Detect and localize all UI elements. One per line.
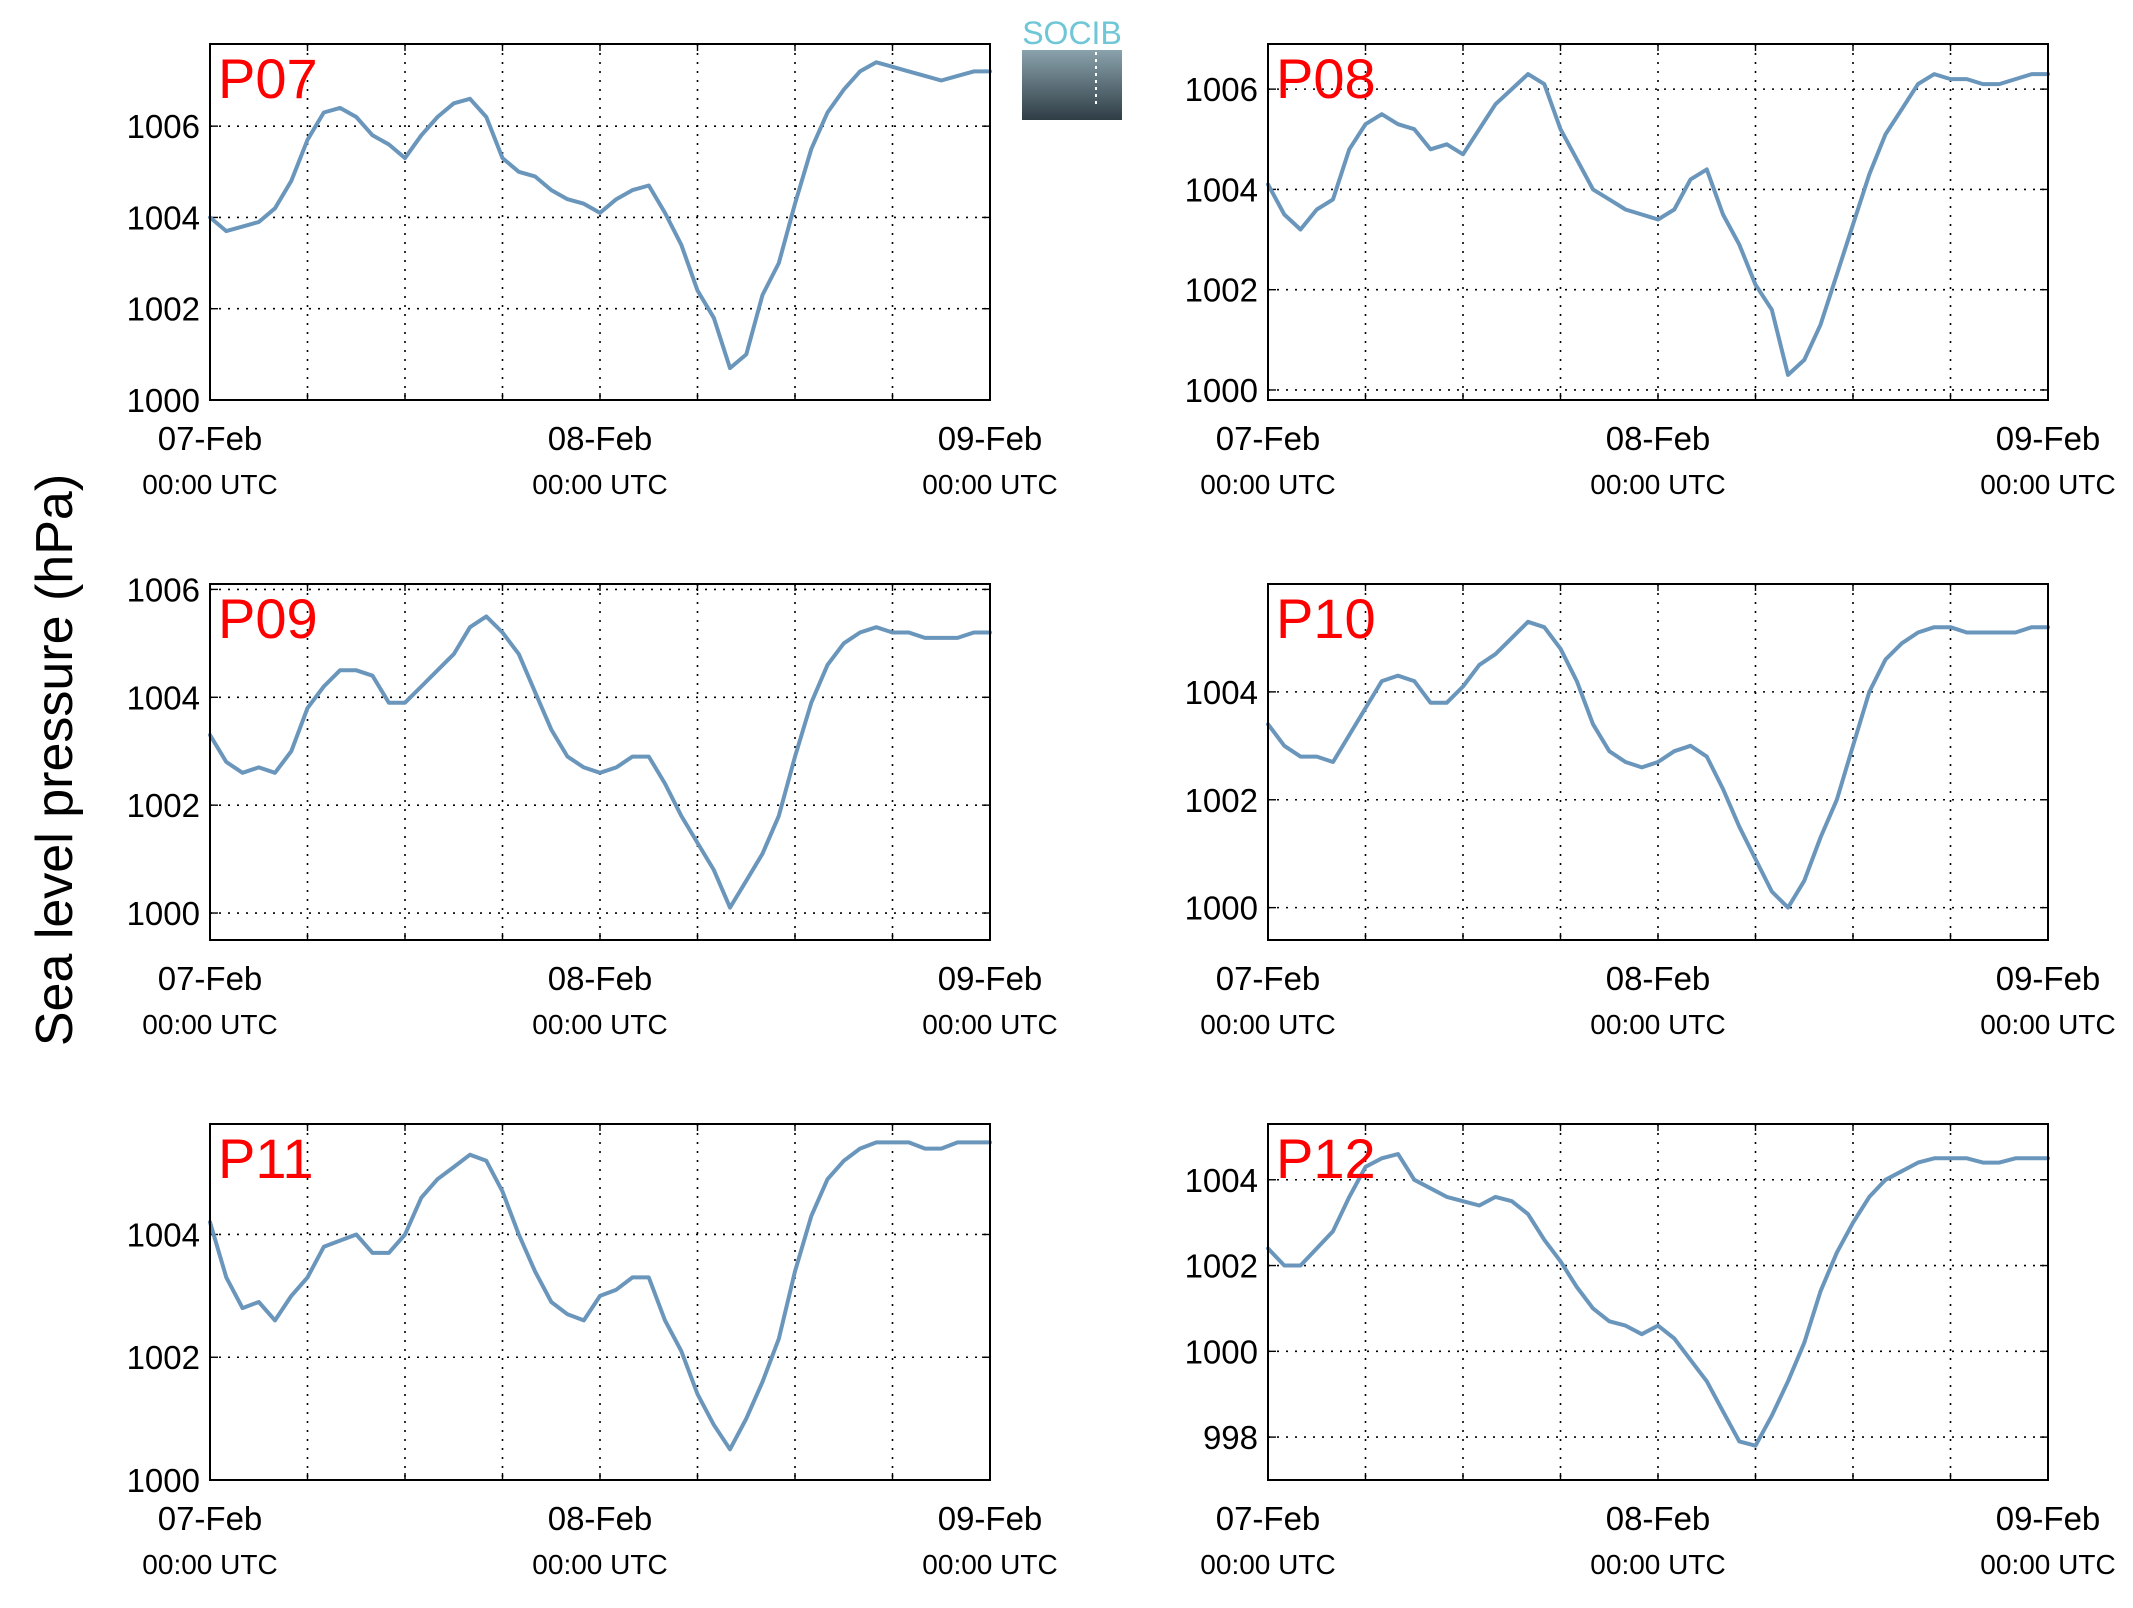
x-tick-label: 08-Feb <box>548 420 653 457</box>
x-tick-sublabel: 00:00 UTC <box>532 1549 667 1580</box>
panel-p11: 1000 1002 1004 P11 07-Feb 00:00 UTC 08-Feb 00:0… <box>127 1123 1058 1580</box>
y-tick-label: 998 <box>1203 1419 1258 1456</box>
x-tick-sublabel: 00:00 UTC <box>922 1549 1057 1580</box>
x-tick-label: 07-Feb <box>158 420 263 457</box>
x-tick-sublabel: 00:00 UTC <box>1590 1549 1725 1580</box>
axes-frame <box>209 1123 991 1481</box>
x-tick-label: 09-Feb <box>1996 420 2101 457</box>
logo-text: SOCIB <box>1022 15 1122 51</box>
y-tick-label: 1004 <box>127 679 200 716</box>
x-tick-sublabel: 00:00 UTC <box>1980 1549 2115 1580</box>
y-tick-label: 1006 <box>1185 71 1258 108</box>
panel-label: P07 <box>218 47 318 110</box>
panel-p12: 998 1000 1002 1004 P12 07-Feb 00:00 UTC 08-Feb 0… <box>1185 1123 2116 1580</box>
y-tick-label: 1006 <box>127 108 200 145</box>
x-tick-sublabel: 00:00 UTC <box>1980 469 2115 500</box>
axes-frame <box>209 43 991 401</box>
x-tick-label: 08-Feb <box>1606 420 1711 457</box>
x-tick-sublabel: 00:00 UTC <box>1200 1009 1335 1040</box>
panel-label: P12 <box>1276 1127 1376 1190</box>
x-tick-label: 09-Feb <box>938 420 1043 457</box>
y-axis-label: Sea level pressure (hPa) <box>26 474 84 1046</box>
x-tick-label: 07-Feb <box>1216 420 1321 457</box>
y-tick-label: 1002 <box>1185 272 1258 309</box>
panel-p08: 1000 1002 1004 1006 P08 07-Feb 00:00 UTC 08-Feb… <box>1185 43 2116 500</box>
series-line-p09 <box>208 614 992 910</box>
x-tick-sublabel: 00:00 UTC <box>1980 1009 2115 1040</box>
y-tick-label: 1002 <box>1185 1248 1258 1285</box>
panel-p10: 1000 1002 1004 P10 07-Feb 00:00 UTC 08-Feb 00:0… <box>1185 583 2116 1040</box>
y-tick-label: 1002 <box>127 787 200 824</box>
y-tick-label: 1002 <box>1185 782 1258 819</box>
y-tick-label: 1002 <box>127 1339 200 1376</box>
x-tick-label: 07-Feb <box>158 1500 263 1537</box>
panel-label: P08 <box>1276 47 1376 110</box>
x-tick-label: 08-Feb <box>1606 960 1711 997</box>
x-tick-sublabel: 00:00 UTC <box>922 469 1057 500</box>
socib-logo: SOCIB <box>1022 15 1122 120</box>
y-tick-label: 1000 <box>127 382 200 419</box>
y-tick-label: 1000 <box>127 1462 200 1499</box>
x-tick-label: 09-Feb <box>938 1500 1043 1537</box>
y-tick-label: 1000 <box>127 895 200 932</box>
panel-p07: 1000 1002 1004 1006 P07 07-Feb 00:00 UTC 08-Feb… <box>127 43 1058 500</box>
x-tick-label: 09-Feb <box>938 960 1043 997</box>
y-tick-label: 1004 <box>127 199 200 236</box>
x-tick-sublabel: 00:00 UTC <box>922 1009 1057 1040</box>
y-tick-label: 1000 <box>1185 890 1258 927</box>
x-tick-sublabel: 00:00 UTC <box>142 1009 277 1040</box>
x-tick-label: 08-Feb <box>548 960 653 997</box>
x-tick-label: 07-Feb <box>158 960 263 997</box>
y-tick-label: 1000 <box>1185 1333 1258 1370</box>
x-tick-sublabel: 00:00 UTC <box>142 1549 277 1580</box>
series-line-p07 <box>208 60 992 371</box>
x-tick-sublabel: 00:00 UTC <box>532 469 667 500</box>
y-tick-label: 1002 <box>127 291 200 328</box>
x-tick-sublabel: 00:00 UTC <box>1200 1549 1335 1580</box>
x-tick-sublabel: 00:00 UTC <box>1200 469 1335 500</box>
y-tick-label: 1004 <box>1185 674 1258 711</box>
axes-frame <box>1267 43 2049 401</box>
x-tick-sublabel: 00:00 UTC <box>1590 469 1725 500</box>
panel-p09: 1000 1002 1004 1006 P09 07-Feb 00:00 UTC 08-Feb… <box>127 571 1058 1040</box>
y-tick-label: 1004 <box>1185 171 1258 208</box>
y-tick-label: 1006 <box>127 571 200 608</box>
x-tick-sublabel: 00:00 UTC <box>1590 1009 1725 1040</box>
series-line-p12 <box>1266 1152 2050 1448</box>
x-tick-label: 09-Feb <box>1996 960 2101 997</box>
panel-label: P09 <box>218 587 318 650</box>
y-tick-label: 1004 <box>127 1216 200 1253</box>
axes-frame <box>1267 1123 2049 1481</box>
series-line-p10 <box>1266 619 2050 910</box>
panel-label: P10 <box>1276 587 1376 650</box>
series-line-p08 <box>1266 72 2050 377</box>
x-tick-sublabel: 00:00 UTC <box>142 469 277 500</box>
x-tick-label: 08-Feb <box>1606 1500 1711 1537</box>
x-tick-label: 08-Feb <box>548 1500 653 1537</box>
axes-frame <box>209 583 991 941</box>
x-tick-label: 07-Feb <box>1216 960 1321 997</box>
y-tick-label: 1004 <box>1185 1162 1258 1199</box>
panel-label: P11 <box>218 1127 313 1190</box>
x-tick-label: 07-Feb <box>1216 1500 1321 1537</box>
x-tick-label: 09-Feb <box>1996 1500 2101 1537</box>
axes-frame <box>1267 583 2049 941</box>
y-tick-label: 1000 <box>1185 372 1258 409</box>
series-line-p11 <box>208 1140 992 1452</box>
x-tick-sublabel: 00:00 UTC <box>532 1009 667 1040</box>
